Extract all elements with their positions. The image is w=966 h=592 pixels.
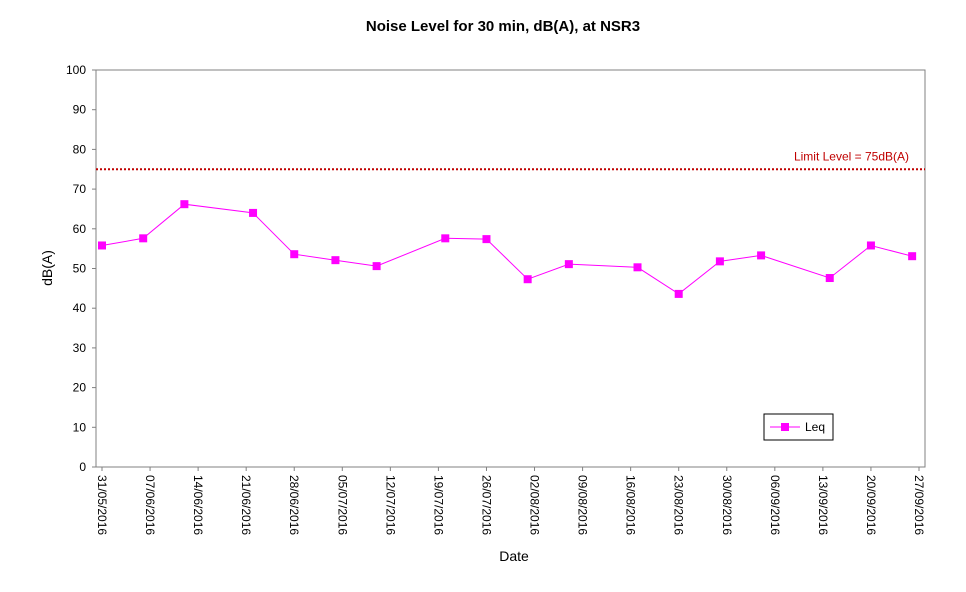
x-axis: 31/05/2016 07/06/2016 14/06/2016 21/06/2016…	[95, 467, 926, 535]
data-point	[825, 274, 834, 283]
data-point	[139, 234, 148, 243]
y-tick-label: 60	[73, 222, 87, 236]
data-point	[180, 200, 189, 209]
x-axis-title: Date	[499, 548, 529, 564]
data-point	[372, 262, 381, 271]
chart-title: Noise Level for 30 min, dB(A), at NSR3	[366, 18, 640, 35]
legend-label-leq: Leq	[805, 420, 825, 434]
x-tick-label: 21/06/2016	[239, 475, 253, 535]
x-tick-label: 19/07/2016	[431, 475, 445, 535]
y-tick-label: 10	[73, 420, 87, 434]
x-tick-label: 28/06/2016	[287, 475, 301, 535]
data-point	[441, 234, 450, 243]
legend: Leq	[763, 413, 834, 441]
y-axis-title: dB(A)	[39, 250, 55, 286]
x-tick-label: 14/06/2016	[191, 475, 205, 535]
data-point	[331, 256, 340, 265]
x-tick-label: 09/08/2016	[576, 475, 590, 535]
x-tick-label: 20/09/2016	[864, 475, 878, 535]
limit-label: Limit Level = 75dB(A)	[794, 149, 909, 163]
data-point	[564, 260, 573, 269]
x-tick-label: 13/09/2016	[816, 475, 830, 535]
data-point	[290, 250, 299, 259]
x-tick-label: 27/09/2016	[912, 475, 926, 535]
series-line-leq	[101, 203, 913, 295]
x-tick-label: 26/07/2016	[479, 475, 493, 535]
x-tick-label: 06/09/2016	[768, 475, 782, 535]
plot-area	[95, 69, 926, 468]
data-point	[633, 263, 642, 272]
legend-marker	[781, 423, 789, 431]
data-point	[866, 241, 875, 250]
data-point	[249, 208, 258, 217]
data-point	[98, 241, 106, 250]
y-tick-label: 0	[79, 460, 86, 474]
data-point	[482, 235, 491, 244]
y-tick-label: 80	[73, 142, 87, 156]
y-tick-label: 50	[73, 262, 87, 276]
y-tick-label: 70	[73, 182, 87, 196]
limit-line-group: Limit Level = 75dB(A)	[96, 149, 925, 171]
x-tick-label: 07/06/2016	[143, 475, 157, 535]
x-tick-label: 05/07/2016	[335, 475, 349, 535]
y-tick-label: 30	[73, 341, 87, 355]
data-point	[523, 275, 532, 284]
y-tick-label: 20	[73, 381, 87, 395]
y-tick-label: 40	[73, 301, 87, 315]
x-tick-label: 30/08/2016	[720, 475, 734, 535]
x-tick-label: 31/05/2016	[95, 475, 109, 535]
series-group	[98, 200, 917, 298]
data-point	[908, 252, 917, 261]
data-point	[674, 289, 683, 298]
data-point	[715, 257, 724, 266]
x-tick-label: 16/08/2016	[624, 475, 638, 535]
data-point	[757, 251, 766, 260]
y-tick-label: 100	[66, 63, 86, 77]
y-axis: 0 10 20 30 40 50 60 70 80 90 100	[66, 63, 96, 474]
x-tick-label: 23/08/2016	[672, 475, 686, 535]
x-tick-label: 02/08/2016	[528, 475, 542, 535]
y-tick-label: 90	[73, 103, 87, 117]
x-tick-label: 12/07/2016	[383, 475, 397, 535]
